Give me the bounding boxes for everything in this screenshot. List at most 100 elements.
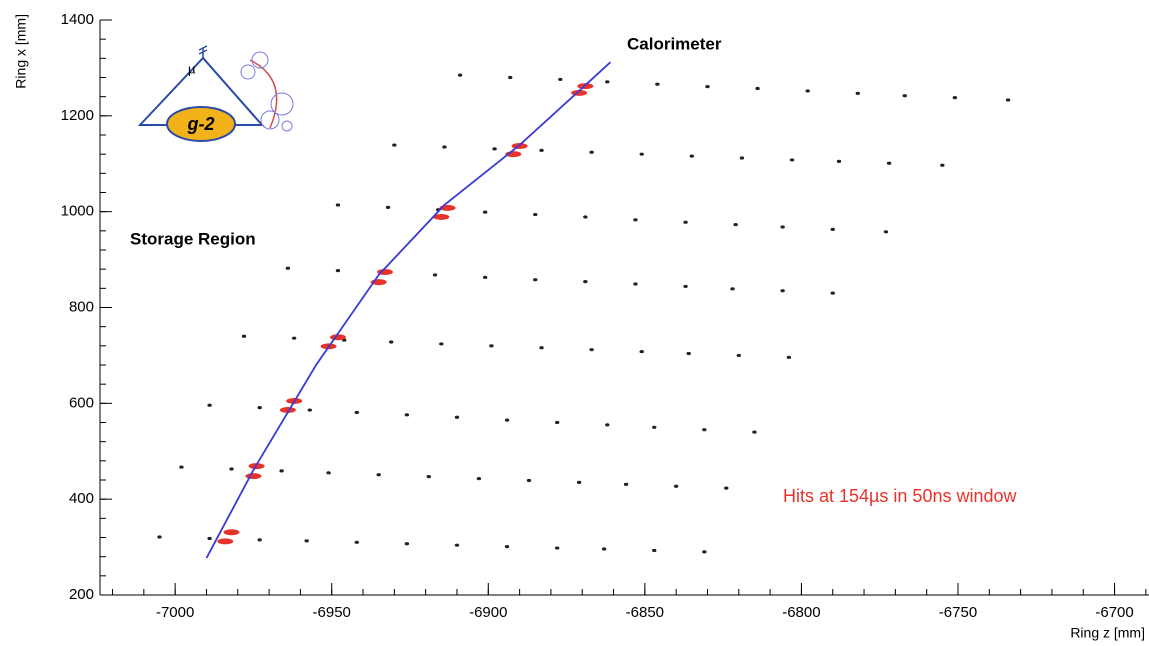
dot — [439, 342, 444, 346]
dot — [179, 465, 184, 469]
dot — [605, 423, 610, 427]
dot — [207, 403, 212, 407]
dot — [554, 546, 560, 550]
dot — [589, 348, 594, 352]
dot — [554, 420, 560, 425]
dot — [307, 408, 312, 412]
dot — [952, 96, 958, 100]
dot — [482, 275, 488, 279]
dot — [789, 158, 795, 162]
dot — [739, 156, 745, 160]
dot — [830, 291, 835, 295]
dot — [492, 147, 497, 151]
dot — [689, 154, 695, 158]
dot — [836, 159, 842, 163]
dot — [639, 152, 644, 156]
dot — [752, 430, 757, 434]
y-tick-label: 600 — [69, 394, 94, 411]
dot — [385, 205, 391, 209]
x-tick-label: -6800 — [782, 604, 820, 621]
dot — [1005, 98, 1011, 102]
dot — [432, 273, 438, 277]
dot — [489, 344, 494, 348]
dot — [508, 75, 513, 80]
dot — [539, 148, 544, 152]
dot — [623, 482, 629, 486]
y-tick-label: 200 — [69, 586, 94, 603]
dot — [583, 280, 588, 284]
logo-bubble — [260, 110, 280, 130]
dot — [241, 334, 247, 338]
dot — [733, 223, 738, 227]
y-axis-label: Ring x [mm] — [13, 14, 29, 89]
hit — [223, 529, 240, 536]
dot — [601, 547, 607, 551]
y-tick-label: 800 — [69, 298, 94, 315]
logo-bubble — [281, 120, 293, 132]
dot — [805, 89, 810, 93]
dot — [326, 471, 331, 475]
annotation: Hits at 154µs in 50ns window — [783, 486, 1017, 506]
logo-bubble — [240, 64, 256, 80]
dot — [633, 218, 638, 222]
dot — [755, 86, 760, 91]
annotation: Storage Region — [130, 229, 256, 248]
logo-photon — [198, 45, 208, 58]
hit — [245, 473, 262, 480]
hit — [433, 213, 450, 220]
logo: µ g-2 — [137, 45, 294, 142]
dot — [883, 230, 889, 234]
dot — [686, 351, 691, 356]
dot — [257, 406, 262, 410]
dot — [830, 227, 835, 231]
dot — [683, 220, 688, 224]
y-tick-label: 1200 — [61, 107, 94, 124]
dot — [504, 545, 510, 549]
dot — [576, 480, 582, 484]
dot — [633, 282, 638, 286]
dot — [780, 289, 785, 293]
dot — [902, 94, 907, 98]
dot — [702, 428, 707, 432]
dot — [476, 476, 482, 481]
dot — [279, 469, 284, 473]
x-tick-label: -6900 — [469, 604, 507, 621]
dot — [673, 484, 679, 488]
dot — [457, 73, 463, 77]
dot — [335, 203, 341, 207]
logo-bubble — [251, 51, 269, 69]
dot — [354, 540, 359, 544]
dot — [376, 473, 381, 477]
x-tick-label: -6750 — [939, 604, 977, 621]
dot — [655, 82, 660, 86]
x-tick-label: -6950 — [313, 604, 351, 621]
dot — [533, 212, 538, 217]
dot — [354, 410, 359, 415]
dot — [652, 425, 657, 429]
x-tick-label: -6700 — [1095, 604, 1133, 621]
dot — [257, 538, 262, 542]
dot — [683, 284, 688, 289]
logo-bubble — [270, 92, 294, 116]
x-tick-label: -7000 — [156, 604, 194, 621]
dot — [389, 340, 394, 344]
dot — [404, 413, 410, 417]
y-tick-label: 1400 — [61, 11, 94, 28]
hit — [329, 334, 346, 341]
dot — [404, 542, 410, 546]
dot — [886, 161, 892, 165]
dot — [605, 80, 610, 84]
logo-blob — [166, 106, 236, 142]
dot — [539, 346, 544, 350]
x-axis-label: Ring z [mm] — [1070, 625, 1145, 641]
dot — [157, 535, 162, 539]
logo-mu: µ — [188, 61, 196, 76]
dot — [229, 467, 234, 471]
dot — [304, 539, 309, 543]
dot — [533, 278, 538, 282]
dot — [940, 163, 945, 167]
dot — [652, 548, 657, 553]
hit — [279, 407, 296, 414]
dot — [442, 145, 447, 149]
dot — [207, 536, 212, 541]
